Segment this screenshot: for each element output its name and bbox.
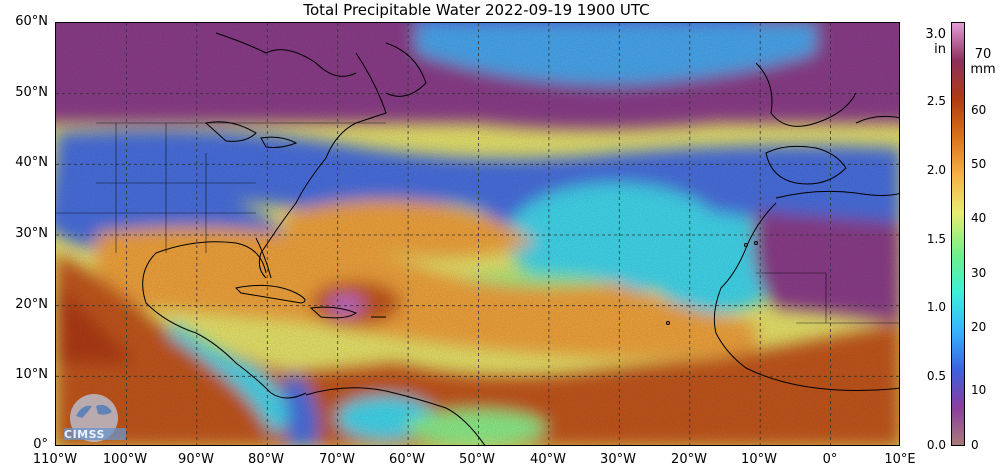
colorbar-top-mm: 70 mm <box>966 47 1000 77</box>
colorbar-mm-tick: 50 <box>971 157 987 171</box>
graticule <box>56 23 899 445</box>
colorbar-inch-tick: 2.0 <box>926 163 946 177</box>
lat-label: 40°N <box>15 155 48 170</box>
colorbar-inch-tick: 0.5 <box>926 369 946 383</box>
colorbar-mm-max: 70 <box>974 47 992 62</box>
lat-label: 30°N <box>15 226 48 241</box>
colorbar-inch-tick: 2.5 <box>926 94 946 108</box>
logo-text: CIMSS <box>64 428 105 441</box>
lat-label: 60°N <box>15 14 48 29</box>
colorbar-inch-tick: 1.0 <box>926 300 946 314</box>
colorbar-mm-tick: 20 <box>971 320 987 334</box>
lat-label: 50°N <box>15 85 48 100</box>
lat-label: 0° <box>33 437 48 452</box>
colorbar-mm-tick: 60 <box>971 103 987 117</box>
map-title: Total Precipitable Water 2022-09-19 1900… <box>303 1 650 19</box>
colorbar-mm-tick: 40 <box>971 211 987 225</box>
colorbar <box>951 22 965 446</box>
borders <box>56 122 899 324</box>
cimss-logo-icon <box>64 394 126 442</box>
colorbar-inch-tick: 0.0 <box>926 438 946 452</box>
lon-label: 110°W <box>32 452 78 467</box>
lon-label: 60°W <box>389 452 425 467</box>
colorbar-mm-tick: 10 <box>971 383 987 397</box>
colorbar-inch-unit: in <box>934 42 946 57</box>
lon-label: 10°E <box>884 452 916 467</box>
colorbar-inch-tick: 1.5 <box>926 232 946 246</box>
lon-label: 90°W <box>178 452 214 467</box>
lon-label: 10°W <box>741 452 777 467</box>
colorbar-mm-unit: mm <box>970 62 996 77</box>
lat-label: 10°N <box>15 367 48 382</box>
coastlines <box>142 32 899 445</box>
lon-label: 50°W <box>459 452 495 467</box>
lon-label: 0° <box>822 452 838 467</box>
colorbar-inch-max: 3.0 <box>925 27 946 42</box>
colorbar-mm-tick: 0 <box>971 438 979 452</box>
lon-label: 30°W <box>600 452 636 467</box>
lon-label: 70°W <box>319 452 355 467</box>
tpw-map[interactable] <box>55 22 900 446</box>
lon-label: 80°W <box>248 452 284 467</box>
lon-label: 20°W <box>671 452 707 467</box>
colorbar-top-inch: 3.0 in <box>918 27 946 57</box>
lon-label: 40°W <box>530 452 566 467</box>
colorbar-mm-tick: 30 <box>971 266 987 280</box>
lon-label: 100°W <box>102 452 148 467</box>
lat-label: 20°N <box>15 297 48 312</box>
tpw-field <box>56 23 899 445</box>
